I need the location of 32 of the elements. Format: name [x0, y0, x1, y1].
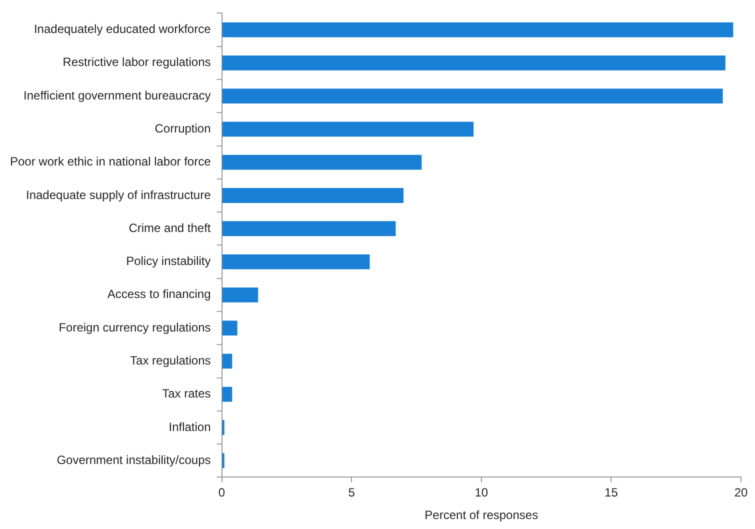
bar — [222, 22, 734, 38]
y-tick-label: Inadequate supply of infrastructure — [26, 188, 212, 202]
y-tick-label: Crime and theft — [128, 220, 212, 235]
y-tick-label: Inefficient government bureaucracy — [24, 88, 211, 102]
x-tick-label: 0 — [218, 486, 226, 500]
y-tick-label: Tax rates — [162, 386, 211, 401]
bar — [222, 287, 258, 302]
bar — [222, 154, 422, 170]
x-axis-title: Percent of responses — [424, 508, 538, 522]
x-tick-label: 15 — [604, 486, 618, 500]
bar — [222, 386, 232, 402]
y-tick-label: Policy instability — [126, 254, 211, 268]
y-tick-label: Foreign currency regulations — [58, 320, 211, 334]
y-tick-label: Poor work ethic in national labor force — [10, 154, 212, 169]
bar — [222, 88, 723, 104]
x-tick-label: 20 — [734, 486, 748, 500]
y-tick-label: Restrictive labor regulations — [62, 55, 211, 70]
y-tick-label: Inadequately educated workforce — [34, 22, 212, 36]
y-tick-label: Corruption — [154, 122, 211, 136]
x-tick-label: 10 — [474, 486, 488, 500]
y-tick-label: Inflation — [168, 420, 211, 434]
bar — [222, 188, 404, 203]
bar — [222, 221, 396, 236]
y-tick-label: Government instability/coups — [56, 452, 211, 467]
bar — [222, 55, 726, 70]
y-tick-label: Access to financing — [107, 287, 211, 302]
y-tick-label: Tax regulations — [130, 354, 211, 368]
bar — [222, 320, 238, 336]
bar — [222, 354, 232, 369]
bar — [222, 122, 474, 137]
bar — [222, 254, 370, 270]
x-tick-label: 5 — [348, 486, 356, 500]
